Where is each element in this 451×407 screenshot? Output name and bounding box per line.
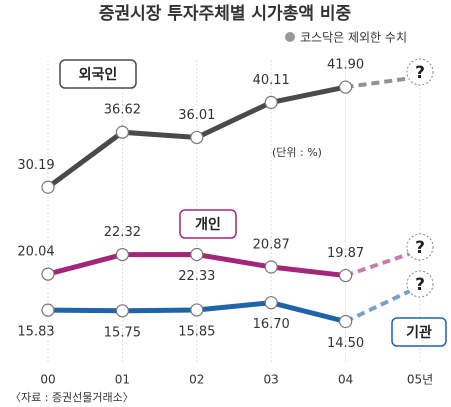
- projection-bubble: [406, 270, 434, 298]
- legend-label: 개인: [195, 216, 221, 233]
- point: [115, 125, 130, 139]
- note-bullet: [285, 32, 295, 42]
- projection-line: [344, 288, 413, 324]
- projection-line: [344, 251, 413, 278]
- chart-title: 증권시장 투자주체별 시가총액 비중: [99, 4, 352, 24]
- point: [190, 303, 204, 317]
- value-label: 15.83: [17, 325, 54, 340]
- projection-line: [345, 76, 413, 90]
- point: [339, 268, 353, 283]
- point: [339, 80, 353, 94]
- value-label: 15.85: [178, 324, 215, 339]
- point: [190, 130, 204, 145]
- x-tick-label: 01: [115, 373, 130, 387]
- value-label: 40.11: [253, 73, 290, 88]
- projection-label: ?: [415, 63, 425, 83]
- x-tick-label: 00: [40, 373, 55, 387]
- x-tick-label: 04: [338, 373, 353, 387]
- value-label: 19.87: [327, 246, 364, 261]
- point: [41, 303, 55, 317]
- unit-label: (단위 : %): [272, 146, 322, 159]
- x-tick-label: 05년: [407, 373, 433, 387]
- legend-box: [391, 317, 447, 347]
- legend-label: 외국인: [79, 66, 118, 83]
- x-tick-label: 02: [189, 373, 204, 387]
- value-label: 22.33: [178, 269, 215, 284]
- projection-label: ?: [415, 275, 425, 295]
- projection-bubble: [406, 58, 434, 86]
- projection-label: ?: [415, 238, 425, 258]
- x-tick-label: 03: [264, 373, 279, 387]
- value-label: 22.32: [104, 225, 141, 240]
- point: [115, 304, 130, 318]
- value-label: 30.19: [17, 158, 54, 173]
- point: [339, 314, 353, 329]
- value-label: 14.50: [327, 336, 364, 351]
- point: [264, 95, 278, 109]
- value-label: 20.04: [17, 245, 54, 260]
- legend-box: [59, 59, 137, 89]
- legend-label: 기관: [406, 324, 432, 341]
- projection-bubble: [406, 233, 434, 261]
- point: [190, 247, 204, 262]
- point: [264, 296, 278, 310]
- value-label: 20.87: [253, 237, 290, 252]
- value-label: 36.01: [178, 108, 215, 123]
- point: [264, 260, 278, 274]
- legend-box: [179, 209, 237, 239]
- point: [41, 180, 55, 194]
- value-label: 41.90: [327, 58, 364, 73]
- source: 〈자료 : 증권선물거래소〉: [10, 391, 134, 404]
- point: [41, 267, 55, 281]
- note: 코스닥은 제외한 수치: [300, 31, 407, 45]
- value-label: 15.75: [104, 325, 141, 340]
- point: [115, 247, 130, 262]
- value-label: 16.70: [253, 317, 290, 332]
- value-label: 36.62: [104, 103, 141, 118]
